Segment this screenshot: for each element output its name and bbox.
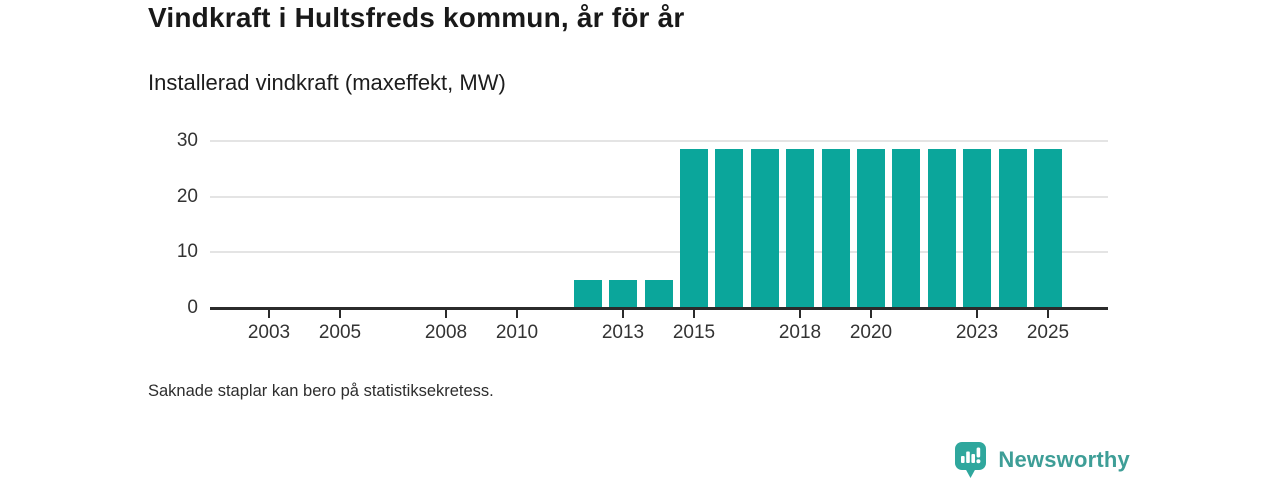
gridline-y-20 (210, 196, 1108, 198)
x-axis-tick-2008 (445, 310, 447, 318)
x-axis-tick-label: 2003 (247, 322, 291, 343)
y-axis-tick-label: 30 (176, 130, 198, 151)
bar-2013 (609, 280, 637, 308)
bar-2023 (963, 149, 991, 308)
x-axis-tick-2020 (870, 310, 872, 318)
x-axis-tick-label: 2018 (778, 322, 822, 343)
x-axis-tick-2023 (976, 310, 978, 318)
bar-2016 (715, 149, 743, 308)
x-axis-tick-label: 2020 (849, 322, 893, 343)
x-axis-tick-label: 2025 (1026, 322, 1070, 343)
x-axis-tick-2015 (693, 310, 695, 318)
x-axis-tick-label: 2005 (318, 322, 362, 343)
x-axis-tick-label: 2008 (424, 322, 468, 343)
newsworthy-wordmark: Newsworthy (998, 447, 1130, 472)
bar-2022 (928, 149, 956, 308)
bar-2014 (645, 280, 673, 308)
chart-footnote: Saknade staplar kan bero på statistiksek… (148, 382, 494, 400)
gridline-y-30 (210, 140, 1108, 142)
x-axis-tick-label: 2015 (672, 322, 716, 343)
bar-2018 (786, 149, 814, 308)
chart-subtitle: Installerad vindkraft (maxeffekt, MW) (148, 70, 506, 95)
bar-2017 (751, 149, 779, 308)
bar-2024 (999, 149, 1027, 308)
chart-title: Vindkraft i Hultsfreds kommun, år för år (148, 2, 685, 33)
x-axis-tick-label: 2023 (955, 322, 999, 343)
x-axis-tick-label: 2013 (601, 322, 645, 343)
x-axis-tick-label: 2010 (495, 322, 539, 343)
x-axis-tick-2003 (268, 310, 270, 318)
x-axis-tick-2005 (339, 310, 341, 318)
bar-2012 (574, 280, 602, 308)
bar-2021 (892, 149, 920, 308)
x-axis-tick-2018 (799, 310, 801, 318)
x-axis-tick-2025 (1047, 310, 1049, 318)
y-axis-tick-label: 0 (187, 297, 198, 318)
bar-2020 (857, 149, 885, 308)
bar-2015 (680, 149, 708, 308)
y-axis-tick-label: 10 (176, 241, 198, 262)
bar-2025 (1034, 149, 1062, 308)
x-axis-tick-2013 (622, 310, 624, 318)
y-axis-tick-label: 20 (176, 186, 198, 207)
x-axis-tick-2010 (516, 310, 518, 318)
bar-2019 (822, 149, 850, 308)
gridline-y-10 (210, 251, 1108, 253)
x-axis-line (210, 307, 1108, 310)
newsworthy-logo: Newsworthy (954, 441, 1130, 479)
bar-chart-speech-bubble-icon (955, 442, 987, 478)
